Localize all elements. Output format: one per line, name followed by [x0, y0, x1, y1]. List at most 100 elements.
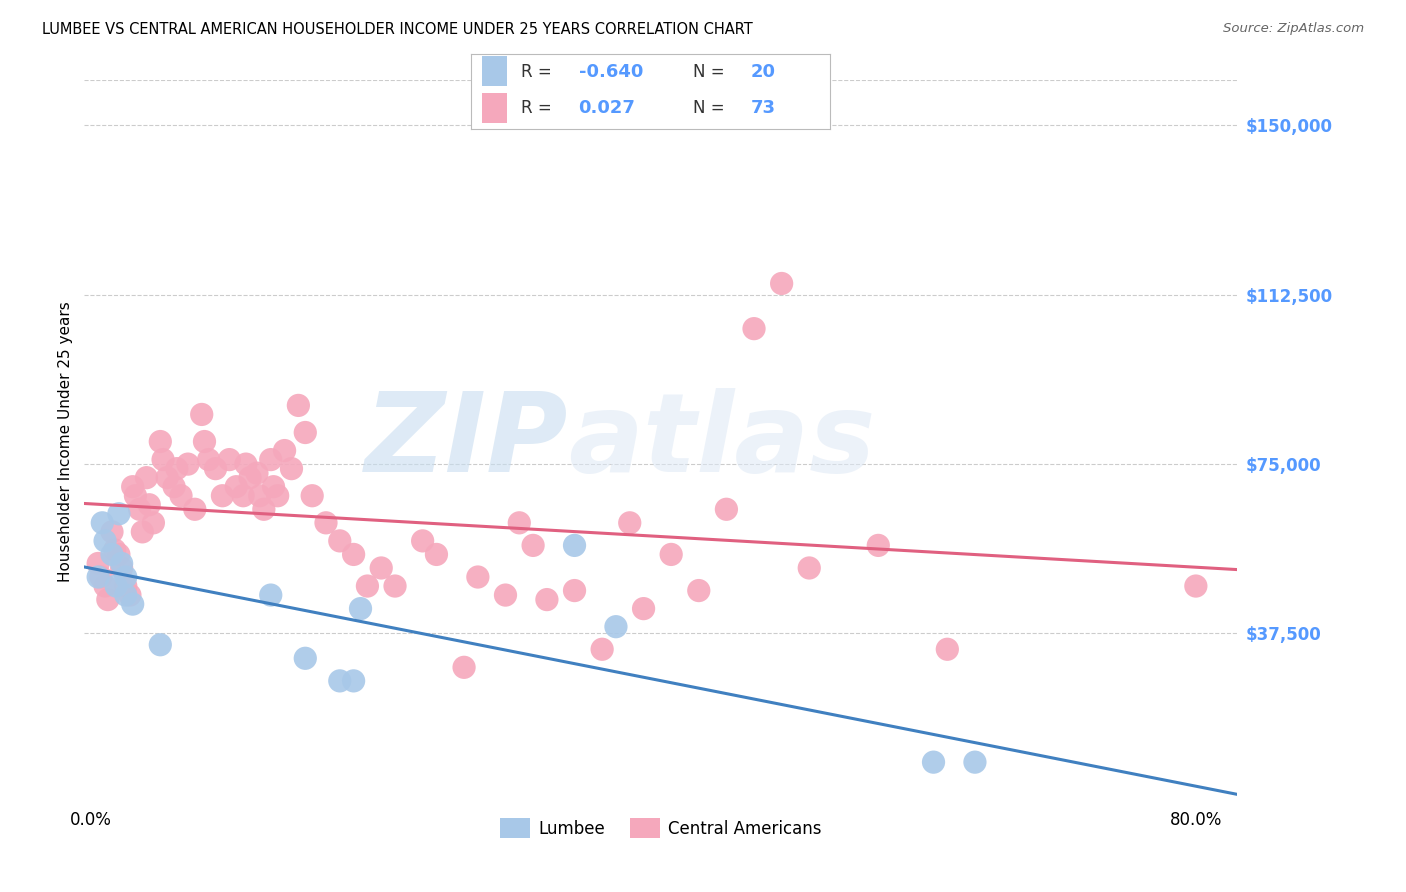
Point	[152, 452, 174, 467]
Point	[536, 592, 558, 607]
Point	[619, 516, 641, 530]
Point	[342, 673, 364, 688]
Point	[225, 480, 247, 494]
Legend: Lumbee, Central Americans: Lumbee, Central Americans	[494, 812, 828, 845]
Point	[425, 548, 447, 562]
Point	[273, 443, 295, 458]
Point	[342, 548, 364, 562]
Point	[688, 583, 710, 598]
Point	[963, 755, 986, 769]
Point	[564, 583, 586, 598]
Bar	[482, 56, 508, 87]
Point	[87, 570, 110, 584]
Point	[232, 489, 254, 503]
Point	[260, 588, 283, 602]
Point	[204, 461, 226, 475]
Text: -0.640: -0.640	[579, 62, 643, 80]
Point	[294, 651, 316, 665]
Point	[101, 524, 124, 539]
Point	[522, 538, 544, 552]
Point	[246, 466, 269, 480]
Point	[370, 561, 392, 575]
Point	[131, 524, 153, 539]
Text: atlas: atlas	[568, 388, 876, 495]
Point	[118, 588, 141, 602]
Point	[163, 480, 186, 494]
Point	[936, 642, 959, 657]
Point	[97, 592, 120, 607]
Point	[356, 579, 378, 593]
Point	[716, 502, 738, 516]
Point	[329, 673, 352, 688]
Point	[508, 516, 530, 530]
Text: N =: N =	[693, 62, 730, 80]
Point	[260, 452, 283, 467]
Bar	[482, 93, 508, 123]
Point	[249, 489, 271, 503]
Point	[266, 489, 288, 503]
Point	[121, 480, 143, 494]
Point	[239, 470, 262, 484]
Point	[156, 470, 179, 484]
Point	[253, 502, 276, 516]
Text: R =: R =	[522, 99, 562, 117]
Point	[605, 620, 627, 634]
Y-axis label: Householder Income Under 25 years: Householder Income Under 25 years	[58, 301, 73, 582]
Point	[105, 579, 128, 593]
Point	[114, 579, 136, 593]
Point	[301, 489, 323, 503]
Point	[128, 502, 150, 516]
Text: Source: ZipAtlas.com: Source: ZipAtlas.com	[1223, 22, 1364, 36]
Point	[770, 277, 793, 291]
Text: 20: 20	[751, 62, 776, 80]
Point	[90, 570, 112, 584]
Point	[467, 570, 489, 584]
Text: R =: R =	[522, 62, 557, 80]
Point	[384, 579, 406, 593]
Point	[329, 533, 352, 548]
Point	[235, 457, 257, 471]
Point	[177, 457, 200, 471]
Point	[453, 660, 475, 674]
Point	[108, 507, 131, 521]
Point	[124, 489, 146, 503]
Point	[287, 398, 309, 412]
Point	[799, 561, 821, 575]
Point	[564, 538, 586, 552]
Point	[104, 542, 127, 557]
Point	[315, 516, 337, 530]
Point	[138, 498, 160, 512]
Point	[108, 548, 131, 562]
Point	[280, 461, 302, 475]
Point	[349, 601, 371, 615]
Point	[197, 452, 219, 467]
Point	[218, 452, 240, 467]
Text: N =: N =	[693, 99, 730, 117]
Text: 0.027: 0.027	[579, 99, 636, 117]
Point	[114, 570, 136, 584]
Point	[591, 642, 613, 657]
Point	[101, 548, 124, 562]
Text: LUMBEE VS CENTRAL AMERICAN HOUSEHOLDER INCOME UNDER 25 YEARS CORRELATION CHART: LUMBEE VS CENTRAL AMERICAN HOUSEHOLDER I…	[42, 22, 754, 37]
Point	[193, 434, 215, 449]
Point	[263, 480, 285, 494]
Text: 73: 73	[751, 99, 776, 117]
Point	[294, 425, 316, 440]
Point	[868, 538, 890, 552]
Point	[114, 588, 136, 602]
Point	[94, 579, 117, 593]
Point	[87, 557, 110, 571]
Point	[91, 516, 114, 530]
Point	[1185, 579, 1208, 593]
Point	[121, 597, 143, 611]
Point	[166, 461, 188, 475]
Point	[111, 561, 134, 575]
Point	[149, 434, 172, 449]
Point	[495, 588, 517, 602]
Text: ZIP: ZIP	[366, 388, 568, 495]
Point	[135, 470, 157, 484]
Point	[211, 489, 233, 503]
Point	[149, 638, 172, 652]
Point	[142, 516, 165, 530]
Point	[94, 533, 117, 548]
